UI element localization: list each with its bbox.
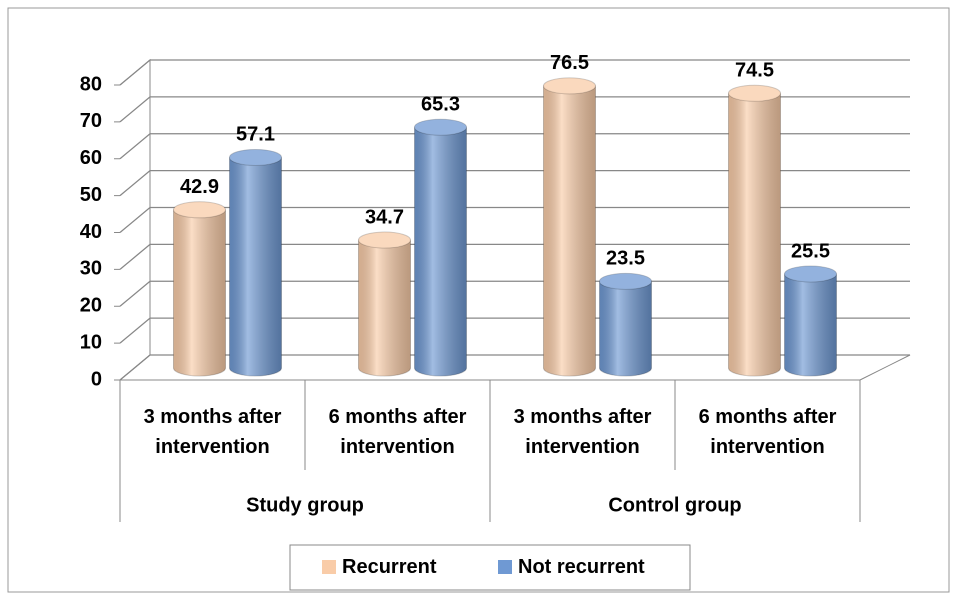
bar-top [599,272,652,290]
x-tick-label: 6 months after intervention [328,406,467,458]
bar-top [784,265,837,283]
y-tick-label: 70 [80,110,102,132]
bar-shade [784,273,837,376]
x-tick-label: 6 months after intervention [698,406,837,458]
bar-shade [229,157,282,376]
group-label: Study group [246,494,364,516]
bar-top [543,77,596,95]
bar-top-light [358,232,411,249]
y-tick-label: 30 [80,258,102,280]
value-label: 25.5 [791,240,830,262]
bar-top-light [784,265,837,282]
grid-line [119,206,910,233]
grid-line [119,169,910,197]
bar-top [358,231,411,249]
bar-top-light [414,119,467,136]
legend-label: Recurrent [342,556,437,578]
y-tick-label: 80 [80,73,102,95]
x-tick-label: 3 months after intervention [143,406,282,458]
value-label: 65.3 [421,93,460,115]
legend-box [289,544,691,591]
bar-top-light [728,85,781,102]
bar-top-light [543,77,596,94]
bar-shade [173,209,226,376]
grid-line [119,354,910,381]
bar-top [173,201,226,219]
bar-top [414,118,467,136]
legend-swatch [322,560,336,574]
bar-shade [414,127,467,376]
bar-shade [543,85,596,376]
bar-top-light [599,273,652,290]
legend-swatch [498,560,512,574]
y-tick-label: 10 [80,331,102,353]
y-tick-label: 50 [80,184,102,206]
bar-shade [728,93,781,376]
value-label: 42.9 [180,176,219,198]
grid-line [119,317,910,344]
grid-line [119,59,910,86]
bar-shade [358,240,411,376]
x-tick-label: 3 months after intervention [513,406,652,458]
value-label: 57.1 [236,124,275,146]
y-tick-label: 40 [80,221,102,243]
y-tick-label: 0 [91,368,102,390]
grid-line [119,243,910,270]
legend-label: Not recurrent [518,556,645,578]
grid-line [119,96,910,123]
y-tick-label: 20 [80,295,102,317]
bar-top-light [229,149,282,166]
grid-line [119,280,910,307]
grid-line [119,133,910,160]
value-label: 74.5 [735,60,774,82]
bar-shade [599,281,652,376]
value-label: 76.5 [550,52,589,74]
bar-top-light [173,201,226,218]
group-label: Control group [608,494,741,516]
bar-top [728,84,781,102]
y-tick-label: 60 [80,147,102,169]
bar-top [229,148,282,166]
value-label: 34.7 [365,206,404,228]
value-label: 23.5 [606,248,645,270]
